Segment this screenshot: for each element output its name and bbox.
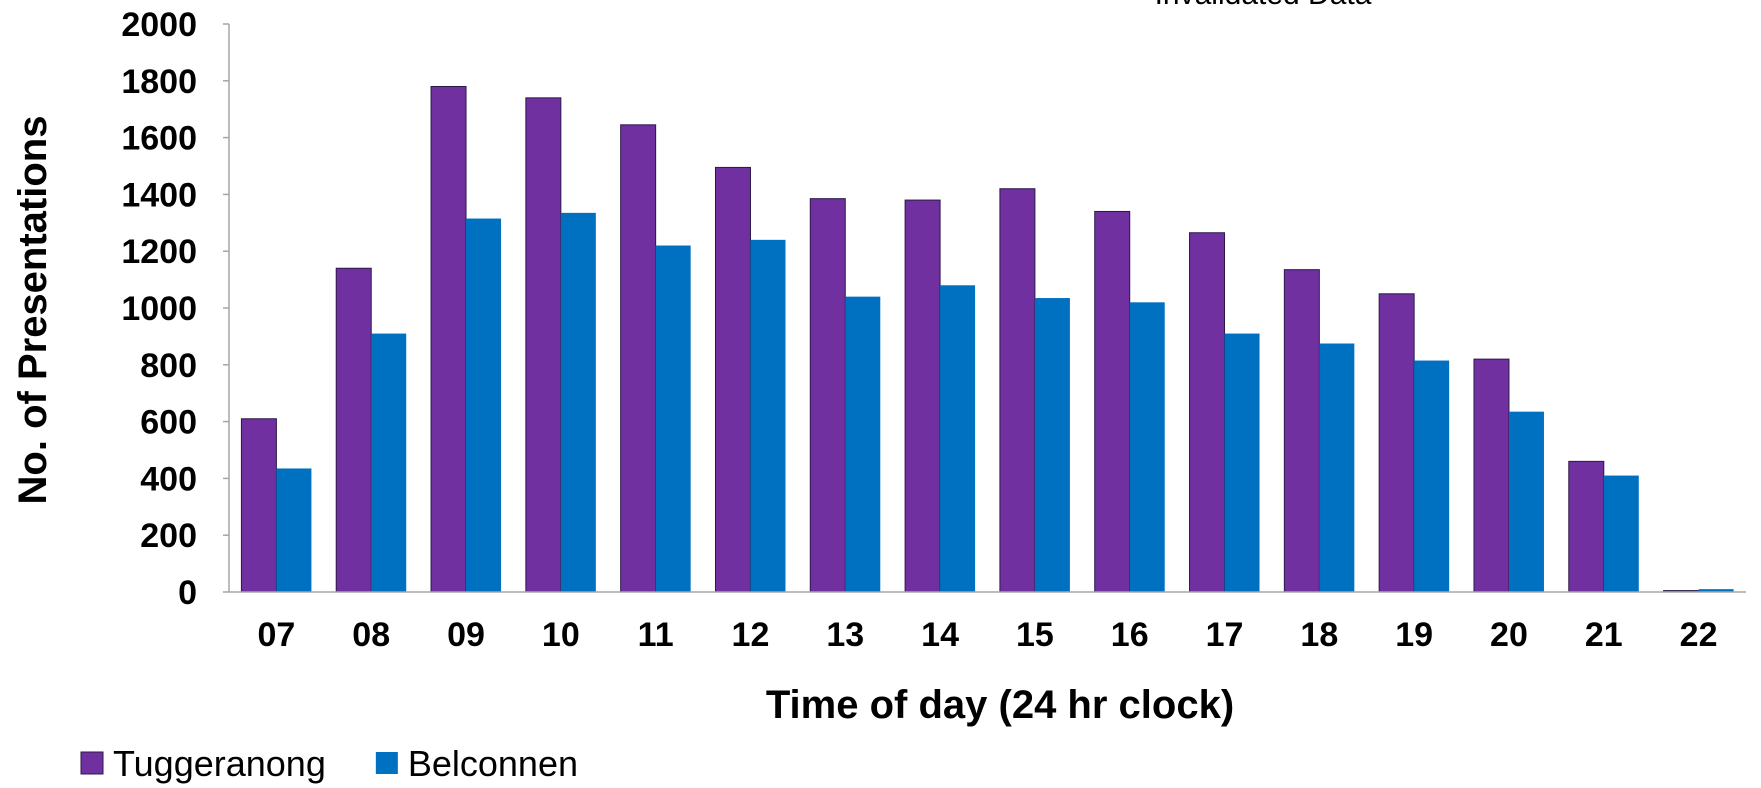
bar [1094,210,1131,593]
bar [525,97,562,593]
x-tick-label: 16 [1111,616,1149,654]
bar [1473,358,1510,593]
x-tick-label: 19 [1395,616,1433,654]
y-tick-label: 200 [140,517,197,555]
legend-label: Belconnen [408,743,578,784]
y-tick-label: 800 [140,347,197,385]
bar [1698,589,1734,592]
bar [466,218,502,593]
x-tick-label: 08 [352,616,390,654]
bar [1319,343,1355,592]
bar [845,296,881,592]
bar [1414,360,1450,592]
bar [1568,460,1605,593]
bar [1508,411,1544,592]
y-tick-label: 1800 [121,63,197,101]
x-tick-label: 09 [447,616,485,654]
y-axis-title: No. of Presentations [11,116,55,505]
x-tick-label: 07 [257,616,295,654]
legend-swatch [375,752,398,774]
x-tick-label: 18 [1300,616,1338,654]
legend-label: Tuggeranong [113,743,326,784]
bar [371,333,407,592]
y-tick-label: 1600 [121,120,197,158]
bar [940,285,976,592]
bar [904,199,941,593]
bar [1034,298,1070,592]
x-tick-label: 13 [826,616,864,654]
bar [276,468,312,592]
x-tick-label: 10 [542,616,580,654]
y-tick-label: 1200 [121,233,197,271]
bar [1224,333,1260,592]
bar [1603,475,1639,592]
bar [809,198,846,593]
bar [999,188,1036,593]
bar [655,245,691,592]
bar [560,212,596,593]
bar [1378,293,1415,593]
x-tick-label: 11 [638,616,674,654]
x-tick-label: 21 [1585,616,1623,654]
y-tick-label: 600 [140,404,197,442]
y-tick-label: 2000 [121,6,197,44]
bar [240,418,277,593]
x-tick-label: 22 [1680,616,1718,654]
x-tick-label: 14 [921,616,959,654]
bar [1129,302,1165,592]
y-tick-label: 1400 [121,176,197,214]
bar [750,239,786,592]
x-axis-title: Time of day (24 hr clock) [766,683,1234,727]
legend-swatch [80,751,104,775]
bar [1283,269,1320,593]
x-tick-label: 20 [1490,616,1528,654]
bar [714,166,751,593]
x-tick-label: 17 [1206,616,1244,654]
y-tick-label: 1000 [121,290,197,328]
y-tick-label: 0 [178,574,197,612]
x-tick-label: 15 [1016,616,1054,654]
bar [620,124,657,593]
bar [335,267,372,593]
bar [430,85,467,593]
annotation: Invalidated Data [1155,0,1372,11]
bar [1189,232,1226,593]
y-tick-label: 400 [140,460,197,498]
x-tick-label: 12 [732,616,770,654]
